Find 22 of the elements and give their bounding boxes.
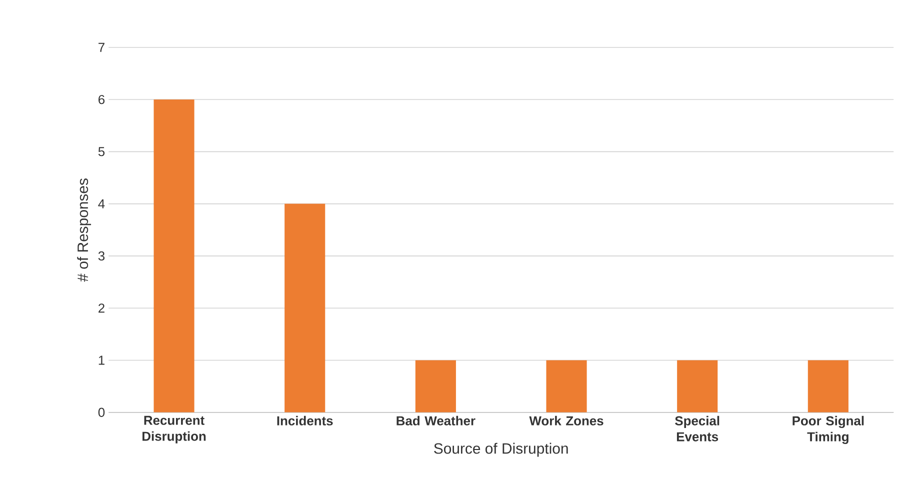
bar bbox=[677, 360, 718, 412]
bar bbox=[154, 100, 194, 412]
x-tick-label: Work Zones bbox=[529, 416, 604, 426]
y-tick-label: 4 bbox=[98, 199, 105, 208]
x-axis-title: Source of Disruption bbox=[434, 442, 568, 457]
y-axis-title: # of Responses bbox=[77, 178, 92, 282]
bar bbox=[808, 360, 848, 412]
y-tick-label: 5 bbox=[98, 147, 105, 156]
bar bbox=[284, 204, 326, 412]
y-tick-label: 6 bbox=[98, 94, 105, 104]
y-tick-label: 0 bbox=[98, 408, 105, 417]
x-tick-label: Bad Weather bbox=[396, 416, 476, 426]
x-tick-label: Special Events bbox=[675, 416, 720, 442]
bar bbox=[415, 360, 456, 412]
y-tick-label: 7 bbox=[98, 42, 104, 52]
y-tick-label: 1 bbox=[98, 356, 104, 365]
x-tick-label: Poor Signal Timing bbox=[792, 416, 864, 444]
x-tick-label: Incidents bbox=[277, 416, 333, 426]
y-tick-label: 2 bbox=[98, 304, 104, 313]
x-tick-label: Recurrent Disruption bbox=[142, 416, 206, 444]
y-tick-label: 3 bbox=[98, 251, 105, 261]
bar bbox=[546, 360, 587, 412]
